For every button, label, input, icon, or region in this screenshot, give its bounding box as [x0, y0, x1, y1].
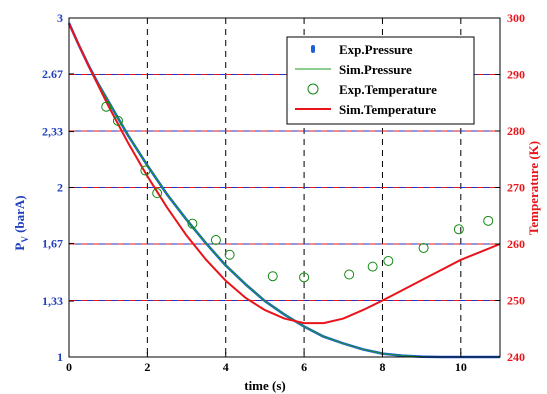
y-left-axis-label: PV (barA) — [12, 195, 30, 250]
exp-temperature-point — [140, 165, 151, 176]
y-right-tick-label: 280 — [507, 124, 525, 138]
y-right-tick-label: 240 — [507, 350, 525, 364]
y-left-tick-label: 1 — [57, 350, 63, 364]
legend-label: Sim.Pressure — [339, 62, 412, 77]
y-left-tick-label: 2,33 — [42, 125, 63, 139]
exp-temperature-point — [210, 235, 221, 246]
y-left-tick-label: 2 — [57, 181, 63, 195]
exp-temperature-point — [418, 242, 429, 253]
exp-temperature-point — [152, 188, 163, 199]
y-right-tick-label: 300 — [507, 11, 525, 25]
exp-temperature-point — [483, 215, 494, 226]
exp-temperature-point — [112, 115, 123, 126]
series-sim-temperature-line — [68, 23, 501, 325]
x-tick-label: 8 — [379, 360, 385, 374]
y-right-tick-label: 290 — [507, 68, 525, 82]
legend-label: Exp.Pressure — [339, 42, 413, 57]
y-left-tick-label: 1,67 — [42, 236, 63, 250]
x-axis-label: time (s) — [244, 378, 286, 393]
exp-temperature-point — [367, 261, 378, 272]
legend-symbol-exp-temperature — [307, 83, 319, 95]
y-left-label-unit: (barA) — [12, 195, 27, 236]
exp-temperature-point — [299, 272, 310, 283]
exp-temperature-point — [267, 271, 278, 282]
x-tick-label: 6 — [301, 360, 307, 374]
exp-temperature-point — [453, 224, 464, 235]
exp-temperature-point — [344, 269, 355, 280]
exp-temperature-point — [224, 249, 235, 260]
y-left-tick-label: 1,33 — [42, 294, 63, 308]
x-tick-label: 2 — [144, 360, 150, 374]
ticks: 0 2 4 6 8 10 1 1,33 1,67 2 2,33 2.67 3 240 250 260 270 28… — [42, 11, 525, 374]
y-left-tick-label: 2.67 — [42, 67, 63, 81]
y-left-tick-label: 3 — [57, 11, 63, 25]
exp-temperature-point — [383, 255, 394, 266]
legend-label: Sim.Temperature — [339, 102, 436, 117]
y-left-label-sub: V — [20, 236, 30, 243]
y-right-tick-label: 250 — [507, 294, 525, 308]
y-right-tick-label: 270 — [507, 181, 525, 195]
legend-symbol-exp-pressure — [311, 45, 315, 53]
legend: Exp.Pressure Sim.Pressure Exp.Temperature S… — [286, 36, 475, 125]
x-tick-label: 10 — [455, 360, 467, 374]
x-tick-label: 0 — [66, 360, 72, 374]
y-right-axis-label-group: Temperature (K) — [526, 141, 541, 235]
x-tick-label: 4 — [223, 360, 229, 374]
y-left-label-main: P — [12, 243, 27, 251]
y-right-tick-label: 260 — [507, 237, 525, 251]
exp-temperature-point — [187, 218, 198, 229]
exp-temperature-point — [101, 101, 112, 112]
legend-label: Exp.Temperature — [339, 82, 437, 97]
y-left-axis-label-group: PV (barA) — [12, 195, 30, 250]
y-right-axis-label: Temperature (K) — [526, 141, 541, 235]
